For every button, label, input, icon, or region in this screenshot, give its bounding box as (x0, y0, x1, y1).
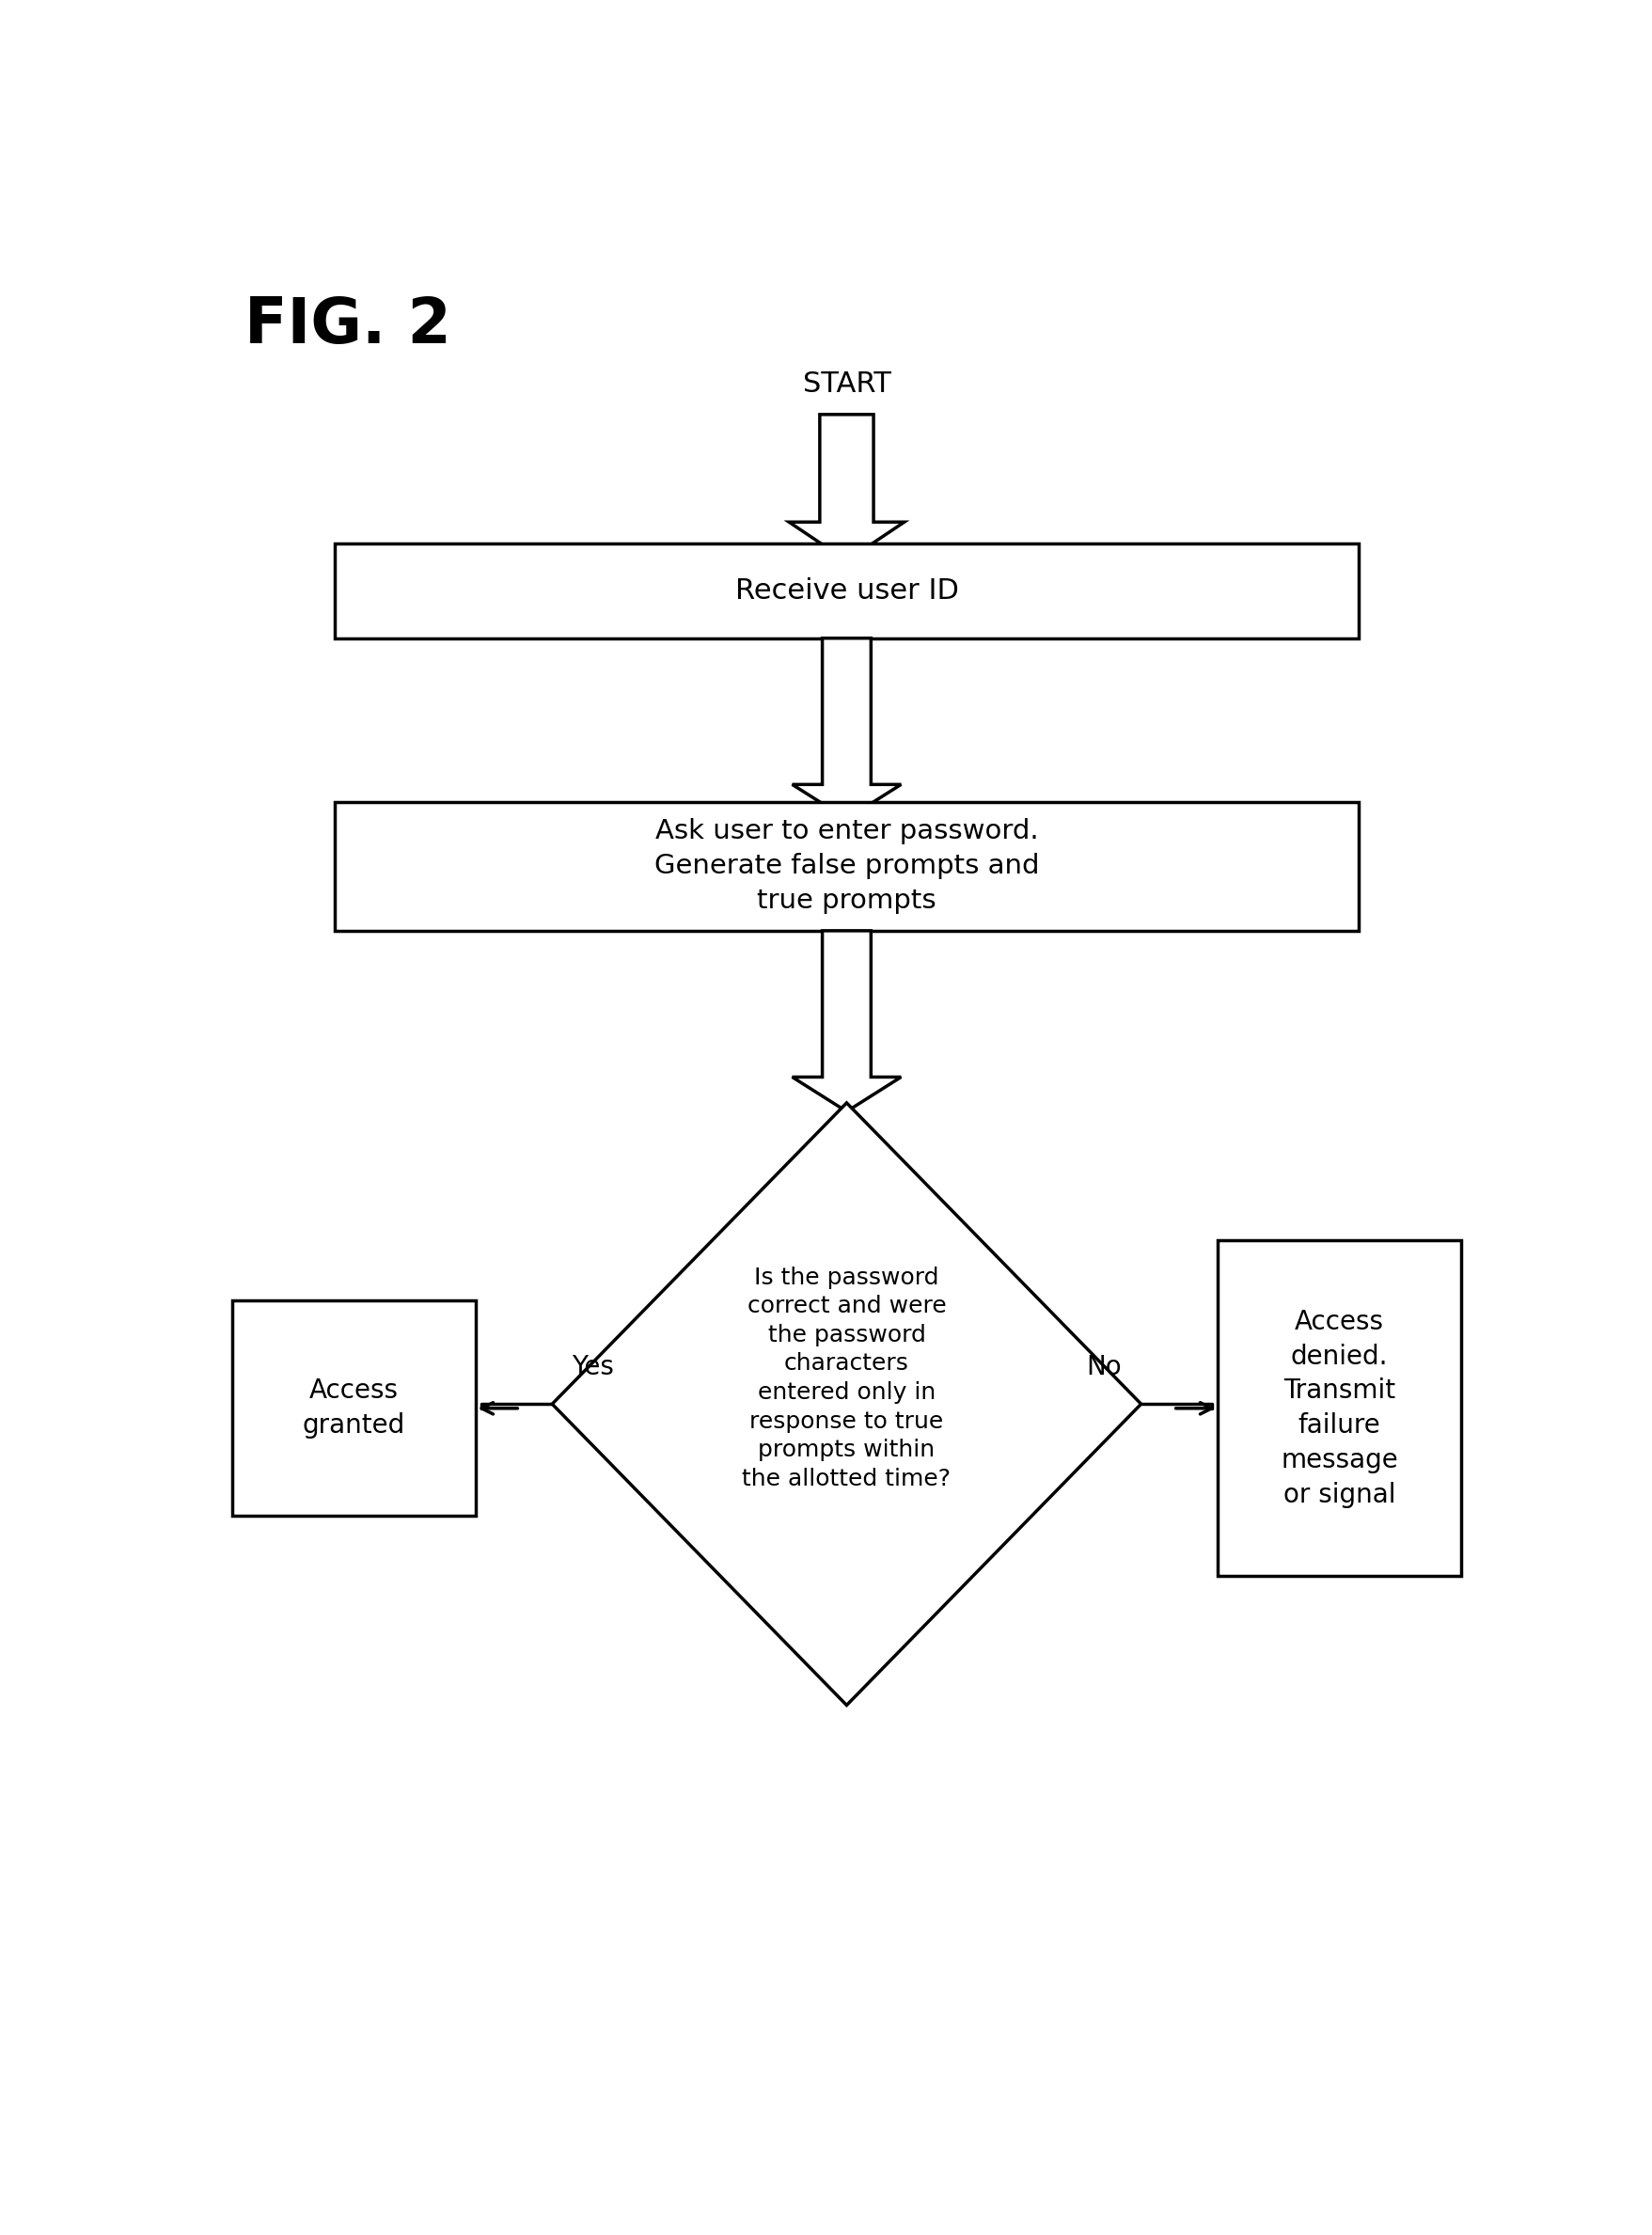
Bar (1218, 1240, 1460, 1576)
Text: Access
granted: Access granted (302, 1377, 405, 1439)
Text: No: No (1087, 1354, 1122, 1379)
Polygon shape (552, 1102, 1142, 1705)
Bar (334, 543, 1358, 639)
Text: Receive user ID: Receive user ID (735, 577, 958, 603)
Polygon shape (790, 413, 904, 561)
Text: START: START (803, 371, 890, 398)
Bar (231, 1301, 476, 1515)
Text: Is the password
correct and were
the password
characters
entered only in
respons: Is the password correct and were the pas… (742, 1265, 952, 1491)
Text: Ask user to enter password.
Generate false prompts and
true prompts: Ask user to enter password. Generate fal… (654, 818, 1039, 914)
Polygon shape (793, 930, 900, 1111)
Bar (334, 802, 1358, 930)
Polygon shape (793, 639, 900, 818)
Text: Access
denied.
Transmit
failure
message
or signal: Access denied. Transmit failure message … (1280, 1310, 1398, 1509)
Text: FIG. 2: FIG. 2 (244, 295, 451, 355)
Text: Yes: Yes (572, 1354, 613, 1379)
